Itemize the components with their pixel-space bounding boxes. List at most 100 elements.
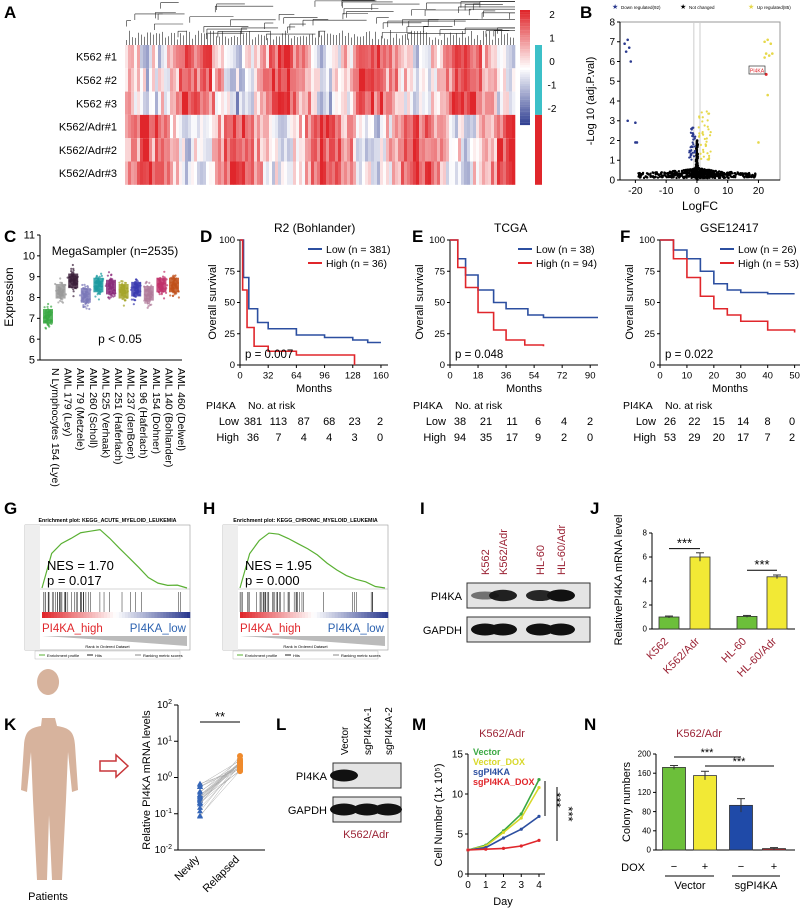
heatmap-cell xyxy=(362,114,366,139)
volcano-point xyxy=(664,174,667,178)
arrow-right-icon xyxy=(99,753,130,779)
heatmap-cell xyxy=(146,91,150,115)
gsea-h-ranking-gradient xyxy=(373,612,377,618)
heatmap-cell xyxy=(377,91,381,115)
heatmap-cell xyxy=(281,68,285,92)
heatmap-cell xyxy=(194,138,198,162)
volcano-point xyxy=(675,176,678,180)
volcano-point xyxy=(654,172,657,176)
heatmap-cell xyxy=(503,45,507,69)
megasampler-y-tick-label: 6 xyxy=(29,334,35,346)
heatmap-cell xyxy=(251,138,255,162)
heatmap-cell xyxy=(419,91,423,115)
heatmap-cell xyxy=(182,114,186,139)
heatmap-cell xyxy=(203,138,207,162)
km-d-x-tick-label: 32 xyxy=(263,371,274,382)
heatmap-cell xyxy=(377,68,381,92)
heatmap-cell xyxy=(461,161,465,185)
km-d-x-tick-label: 64 xyxy=(291,371,302,382)
colorbar-segment xyxy=(520,90,530,93)
heatmap-cell xyxy=(488,68,492,92)
km-d-legend-label: High (n = 36) xyxy=(326,258,387,270)
volcano-point-down xyxy=(693,150,697,153)
gsea-g-ranking-gradient xyxy=(157,612,161,618)
heatmap-cell xyxy=(218,68,222,92)
volcano-point-up xyxy=(707,154,711,157)
gsea-g-ranking-gradient xyxy=(184,612,188,618)
heatmap-cell xyxy=(305,68,309,92)
heatmap-cell xyxy=(449,45,453,69)
heatmap-cell xyxy=(443,161,447,185)
expression-point xyxy=(71,263,74,267)
heatmap-cell xyxy=(233,138,237,162)
heatmap-cell xyxy=(191,68,195,92)
gsea-g-ranking-gradient xyxy=(127,612,132,618)
growth-x-tick-label: 4 xyxy=(536,880,542,891)
newly-point xyxy=(197,780,203,786)
heatmap-cell xyxy=(197,138,201,162)
volcano-point-down xyxy=(690,152,693,155)
heatmap-cell xyxy=(353,91,357,115)
heatmap-cell xyxy=(269,138,273,162)
heatmap-cell xyxy=(461,138,465,162)
heatmap-cell xyxy=(143,161,147,185)
km-e-title: TCGA xyxy=(494,221,527,235)
heatmap-cell xyxy=(476,45,480,69)
heatmap-cell xyxy=(326,114,330,139)
volcano-y-tick-label: 1 xyxy=(609,156,615,167)
heatmap-cell xyxy=(191,161,195,185)
heatmap-cell xyxy=(236,161,240,185)
expression-point xyxy=(94,295,97,298)
heatmap-cell xyxy=(167,91,171,115)
volcano-point xyxy=(677,169,681,173)
heatmap-cell xyxy=(140,138,144,162)
heatmap-cell xyxy=(206,138,210,162)
heatmap-cell xyxy=(470,91,474,115)
km-f-x-tick-label: 10 xyxy=(682,371,693,382)
category-label: AML 154 (Dohner) xyxy=(150,368,162,454)
heatmap-cell xyxy=(401,45,405,69)
colorbar-segment xyxy=(520,39,530,43)
heatmap-cell xyxy=(326,68,330,92)
expression-box xyxy=(43,308,53,324)
heatmap-row-label: K562/Adr#2 xyxy=(59,145,117,157)
heatmap-cell xyxy=(125,138,129,162)
heatmap-cell xyxy=(152,161,156,185)
volcano-point-down xyxy=(627,46,631,49)
expression-point xyxy=(66,276,69,279)
heatmap-cell xyxy=(338,45,342,69)
colorbar-segment xyxy=(520,102,530,105)
gsea-h-ranking-gradient xyxy=(278,612,282,618)
heatmap-cell xyxy=(278,45,282,69)
risk-table-row-label: Low xyxy=(636,416,656,428)
heatmap-cell xyxy=(209,114,213,139)
expression-point xyxy=(61,301,65,304)
volcano-point xyxy=(646,176,649,179)
heatmap-cell xyxy=(371,161,375,185)
heatmap-cell xyxy=(347,91,351,115)
heatmap-row-label: K562/Adr#1 xyxy=(59,122,117,134)
heatmap-cell xyxy=(392,68,396,92)
volcano-point xyxy=(695,167,698,170)
heatmap-cell xyxy=(155,45,159,69)
heatmap-cell xyxy=(212,161,216,185)
heatmap-cell xyxy=(506,161,510,185)
volcano-point xyxy=(680,169,684,173)
heatmap-cell xyxy=(488,114,492,139)
heatmap-cell xyxy=(290,68,294,92)
heatmap-cell xyxy=(434,68,438,92)
volcano-point xyxy=(697,174,700,178)
risk-table-value: 6 xyxy=(535,416,541,428)
volcano-point xyxy=(690,174,694,177)
volcano-point xyxy=(667,175,671,178)
expression-box xyxy=(80,288,91,303)
gsea-g-ranking-gradient xyxy=(187,612,191,618)
heatmap-cell xyxy=(173,161,177,185)
heatmap-cell xyxy=(395,161,399,185)
heatmap-cell xyxy=(404,138,408,162)
heatmap-cell xyxy=(482,161,486,185)
heatmap-cell xyxy=(158,45,162,69)
km-f-x-tick-label: 0 xyxy=(657,371,662,382)
heatmap-cell xyxy=(440,161,444,185)
colorbar-segment xyxy=(520,56,530,59)
